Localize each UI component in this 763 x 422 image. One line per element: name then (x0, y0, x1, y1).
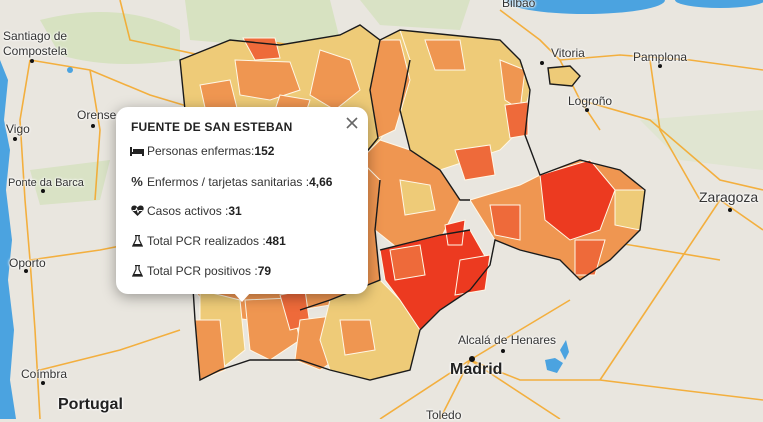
popup-row-value: 4,66 (309, 174, 333, 189)
popup-row-personas-enfermas: Personas enfermas: 152 (130, 144, 274, 158)
popup-row-enfermos-tarjetas: % Enfermos / tarjetas sanitarias : 4,66 (130, 174, 332, 189)
place-label-logrono: Logroño (568, 94, 613, 108)
place-label-santiago-2: Compostela (3, 44, 68, 58)
place-label-bilbao: Bilbao (502, 0, 536, 10)
popup-title: FUENTE DE SAN ESTEBAN (131, 120, 293, 134)
flask-icon (130, 265, 144, 277)
popup-row-label: Personas enfermas: (147, 144, 255, 158)
place-label-ponte-da-barca: Ponte da Barca (8, 177, 84, 189)
popup-row-pcr-positivos: Total PCR positivos : 79 (130, 264, 271, 278)
popup-row-value: 481 (265, 234, 286, 248)
popup-row-value: 79 (257, 264, 272, 278)
place-label-vitoria: Vitoria (551, 46, 585, 60)
popup-row-casos-activos: Casos activos : 31 (130, 204, 242, 218)
flask-icon (130, 235, 144, 247)
close-icon[interactable] (344, 115, 360, 131)
popup-row-value: 152 (254, 144, 275, 158)
place-label-zaragoza: Zaragoza (699, 189, 759, 205)
popup-row-label: Enfermos / tarjetas sanitarias : (147, 174, 310, 189)
place-label-santiago-1: Santiago de (3, 29, 68, 43)
place-label-vigo: Vigo (6, 122, 30, 136)
popup-tip (233, 292, 251, 302)
place-label-orense: Orense (77, 108, 117, 122)
place-label-portugal: Portugal (58, 396, 123, 413)
popup-row-label: Total PCR realizados : (147, 234, 266, 248)
popup-row-label: Casos activos : (147, 204, 229, 218)
place-label-oporto: Oporto (9, 256, 46, 270)
bed-icon (130, 146, 144, 156)
heartbeat-icon (130, 205, 144, 217)
place-label-alcala-de-henares: Alcalá de Henares (458, 333, 557, 347)
place-label-pamplona: Pamplona (633, 50, 688, 64)
place-label-madrid: Madrid (450, 361, 503, 378)
popup-row-label: Total PCR positivos : (147, 264, 258, 278)
place-label-coimbra: Coímbra (21, 367, 68, 381)
popup-row-value: 31 (228, 204, 242, 218)
info-popup: FUENTE DE SAN ESTEBAN Personas enfermas:… (116, 107, 368, 294)
place-label-toledo: Toledo (426, 408, 462, 422)
percent-icon: % (131, 174, 143, 189)
popup-row-pcr-realizados: Total PCR realizados : 481 (130, 234, 286, 248)
